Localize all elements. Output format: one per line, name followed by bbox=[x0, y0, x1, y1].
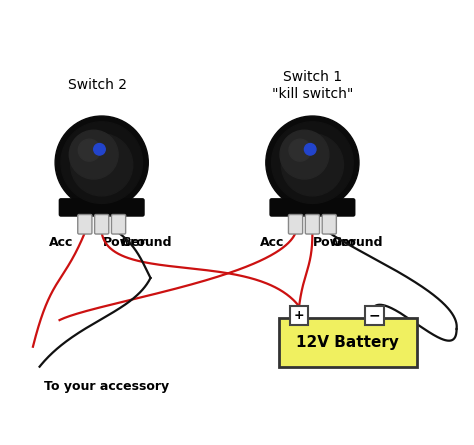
Circle shape bbox=[272, 122, 353, 203]
Circle shape bbox=[280, 130, 329, 179]
Circle shape bbox=[266, 116, 359, 209]
Circle shape bbox=[94, 144, 105, 155]
Circle shape bbox=[78, 139, 100, 161]
FancyBboxPatch shape bbox=[59, 198, 145, 217]
FancyBboxPatch shape bbox=[269, 198, 356, 217]
Text: Acc: Acc bbox=[260, 236, 284, 249]
Text: Power: Power bbox=[313, 236, 357, 249]
Circle shape bbox=[61, 122, 143, 203]
Text: Acc: Acc bbox=[49, 236, 74, 249]
Circle shape bbox=[304, 144, 316, 155]
Text: Power: Power bbox=[102, 236, 146, 249]
FancyBboxPatch shape bbox=[305, 214, 319, 234]
FancyBboxPatch shape bbox=[279, 318, 417, 367]
Text: Switch 2: Switch 2 bbox=[68, 77, 127, 92]
Text: 12V Battery: 12V Battery bbox=[296, 335, 399, 350]
Circle shape bbox=[55, 116, 148, 209]
FancyBboxPatch shape bbox=[290, 306, 309, 325]
Text: Ground: Ground bbox=[331, 236, 383, 249]
Circle shape bbox=[282, 134, 344, 196]
FancyBboxPatch shape bbox=[111, 214, 126, 234]
FancyBboxPatch shape bbox=[95, 214, 109, 234]
FancyBboxPatch shape bbox=[365, 306, 384, 325]
Text: Ground: Ground bbox=[121, 236, 172, 249]
FancyBboxPatch shape bbox=[78, 214, 92, 234]
Circle shape bbox=[71, 134, 133, 196]
Text: To your accessory: To your accessory bbox=[44, 380, 169, 393]
Text: Switch 1
"kill switch": Switch 1 "kill switch" bbox=[272, 70, 353, 101]
Circle shape bbox=[289, 139, 311, 161]
Circle shape bbox=[69, 130, 118, 179]
FancyBboxPatch shape bbox=[322, 214, 337, 234]
Text: +: + bbox=[294, 309, 304, 322]
Text: −: − bbox=[369, 309, 380, 323]
FancyBboxPatch shape bbox=[289, 214, 303, 234]
